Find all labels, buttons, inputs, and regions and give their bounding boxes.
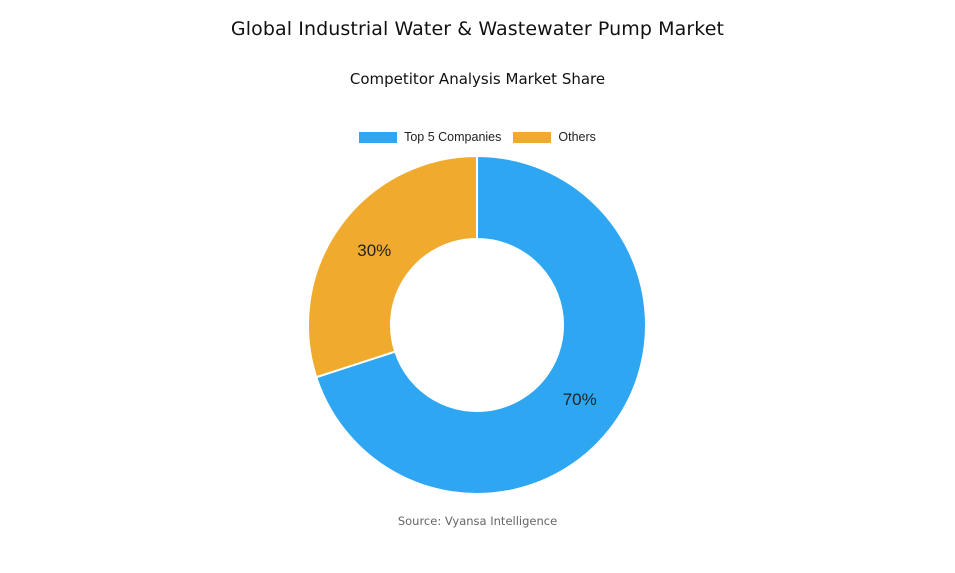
legend-label-top-5-companies: Top 5 Companies bbox=[404, 130, 502, 144]
chart-title: Global Industrial Water & Wastewater Pum… bbox=[230, 18, 725, 40]
data-label-others: 30% bbox=[357, 241, 391, 260]
legend-item-others: Others bbox=[513, 130, 596, 144]
source-note: Source: Vyansa Intelligence bbox=[397, 514, 558, 528]
legend-swatch-others bbox=[513, 131, 552, 143]
legend-item-top-5-companies: Top 5 Companies bbox=[359, 130, 501, 144]
donut-slice-top-5-companies bbox=[315, 154, 647, 495]
donut-slice-others bbox=[307, 154, 478, 379]
chart-subtitle: Competitor Analysis Market Share bbox=[349, 70, 606, 88]
legend-label-others: Others bbox=[558, 130, 596, 144]
data-label-top-5-companies: 70% bbox=[563, 390, 597, 409]
legend-swatch-top-5-companies bbox=[359, 131, 398, 143]
legend: Top 5 Companies Others bbox=[0, 130, 955, 144]
